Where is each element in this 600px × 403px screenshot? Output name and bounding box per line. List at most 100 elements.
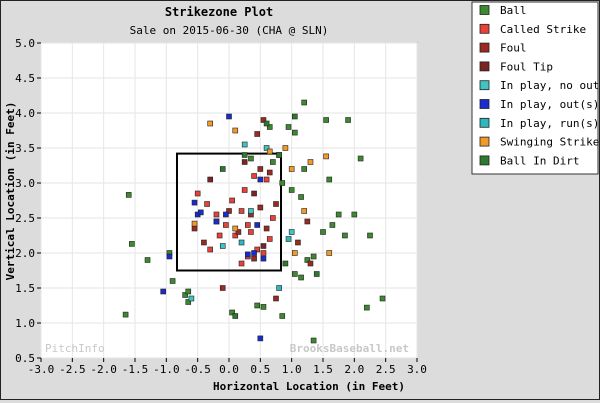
pitch-point bbox=[182, 292, 188, 298]
pitch-point bbox=[260, 304, 267, 310]
chart-title: Strikezone Plot bbox=[165, 5, 273, 19]
pitch-point bbox=[204, 201, 210, 207]
pitch-point bbox=[207, 176, 213, 183]
pitch-point bbox=[310, 253, 317, 260]
pitch-point bbox=[241, 141, 248, 148]
legend-label: In play, no out bbox=[500, 79, 599, 92]
pitch-point bbox=[266, 124, 273, 130]
pitch-point bbox=[213, 211, 220, 218]
pitch-point bbox=[248, 155, 254, 162]
pitch-point bbox=[257, 204, 264, 211]
watermark-pitchinfo: PitchInfo bbox=[45, 342, 105, 355]
legend-swatch bbox=[479, 136, 490, 147]
pitch-point bbox=[310, 337, 317, 344]
pitch-point bbox=[260, 255, 267, 262]
pitch-point bbox=[219, 243, 226, 249]
legend-entry: Called Strike bbox=[479, 23, 586, 36]
pitch-point bbox=[226, 113, 232, 120]
legend-entry: Swinging Strike bbox=[479, 136, 599, 149]
legend-label: In play, run(s) bbox=[500, 117, 599, 130]
legend-entry: Ball In Dirt bbox=[479, 154, 579, 167]
pitch-point bbox=[260, 117, 267, 123]
strike-zone-box bbox=[175, 152, 283, 272]
pitch-point bbox=[245, 222, 251, 228]
legend-label: Called Strike bbox=[500, 23, 586, 36]
pitch-point bbox=[301, 166, 308, 172]
pitch-point bbox=[207, 120, 213, 127]
pitch-point bbox=[223, 211, 229, 218]
legend: Ball Called Strike Foul Foul Tip In play, no… bbox=[471, 1, 599, 175]
pitch-point bbox=[160, 288, 166, 295]
pitch-point bbox=[232, 313, 239, 319]
pitch-points bbox=[122, 99, 386, 344]
pitch-point bbox=[245, 251, 251, 258]
pitch-point bbox=[298, 274, 304, 281]
legend-entry: In play, out(s) bbox=[479, 98, 599, 111]
pitch-point bbox=[201, 239, 207, 246]
pitch-point bbox=[191, 199, 198, 206]
pitch-point bbox=[335, 211, 342, 218]
pitch-point bbox=[254, 302, 260, 309]
x-axis-label: Horizontal Location (in Feet) bbox=[213, 380, 405, 393]
pitch-point bbox=[254, 131, 260, 137]
pitch-point bbox=[291, 129, 298, 136]
legend-label: In play, out(s) bbox=[500, 98, 599, 111]
pitch-point bbox=[273, 295, 279, 302]
y-tick-label: 2.5 bbox=[15, 212, 35, 225]
pitch-point bbox=[232, 127, 239, 134]
legend-swatch bbox=[479, 23, 490, 34]
pitch-point bbox=[301, 99, 308, 106]
pitch-point bbox=[213, 218, 220, 225]
pitch-point bbox=[198, 209, 204, 216]
y-tick-label: 2.0 bbox=[15, 247, 35, 260]
legend-entry: Ball bbox=[479, 4, 527, 17]
x-tick-label: -3.0 bbox=[28, 363, 55, 376]
pitch-point bbox=[219, 285, 226, 291]
pitch-point bbox=[266, 236, 273, 242]
chart-subtitle: Sale on 2015-06-30 (CHA @ SLN) bbox=[130, 24, 329, 37]
pitch-point bbox=[285, 236, 292, 242]
pitch-point bbox=[367, 232, 373, 239]
pitch-point bbox=[285, 124, 292, 130]
pitch-point bbox=[232, 225, 239, 232]
y-tick-label: 5.0 bbox=[15, 37, 35, 50]
pitch-point bbox=[342, 232, 348, 239]
pitch-point bbox=[257, 176, 264, 183]
pitch-point bbox=[323, 153, 329, 160]
pitch-point bbox=[216, 232, 223, 239]
x-axis-ticks: -3.0 -2.5 -2.0 -1.5 -1.0 -0.5 0.0 0.5 1.0 1.5 2.0 2… bbox=[28, 358, 427, 376]
pitch-point bbox=[207, 246, 213, 253]
pitch-point bbox=[291, 250, 298, 256]
pitch-point bbox=[241, 152, 248, 158]
pitch-point bbox=[238, 260, 245, 267]
legend-swatch bbox=[479, 61, 490, 72]
pitch-point bbox=[288, 187, 295, 193]
pitch-point bbox=[298, 194, 304, 200]
y-tick-label: 3.0 bbox=[15, 177, 35, 190]
pitch-point bbox=[304, 218, 311, 225]
pitch-point bbox=[326, 176, 333, 183]
pitch-point bbox=[185, 288, 192, 295]
pitch-point bbox=[291, 271, 298, 277]
legend-swatch bbox=[479, 5, 490, 15]
pitch-point bbox=[251, 255, 257, 262]
legend-label: Ball bbox=[500, 4, 527, 17]
legend-swatch bbox=[479, 80, 490, 91]
x-tick-label: -1.0 bbox=[153, 363, 180, 376]
y-axis-ticks: 0.5 1.0 1.5 2.0 2.5 3.0 3.5 4.0 4.5 5.0 bbox=[15, 37, 41, 365]
pitch-point bbox=[229, 309, 235, 316]
legend-swatch bbox=[479, 42, 490, 53]
pitch-point bbox=[169, 278, 176, 284]
pitch-point bbox=[251, 190, 257, 197]
pitch-point bbox=[185, 299, 192, 305]
pitch-point bbox=[357, 155, 364, 162]
y-tick-label: 3.5 bbox=[15, 142, 35, 155]
x-tick-label: 0.5 bbox=[250, 363, 270, 376]
x-tick-label: 0.0 bbox=[219, 363, 239, 376]
pitch-point bbox=[251, 173, 257, 179]
pitch-point bbox=[270, 215, 276, 221]
x-tick-label: 1.5 bbox=[313, 363, 333, 376]
pitch-point bbox=[307, 159, 314, 165]
legend-swatch bbox=[479, 155, 490, 166]
pitch-point bbox=[313, 271, 320, 277]
